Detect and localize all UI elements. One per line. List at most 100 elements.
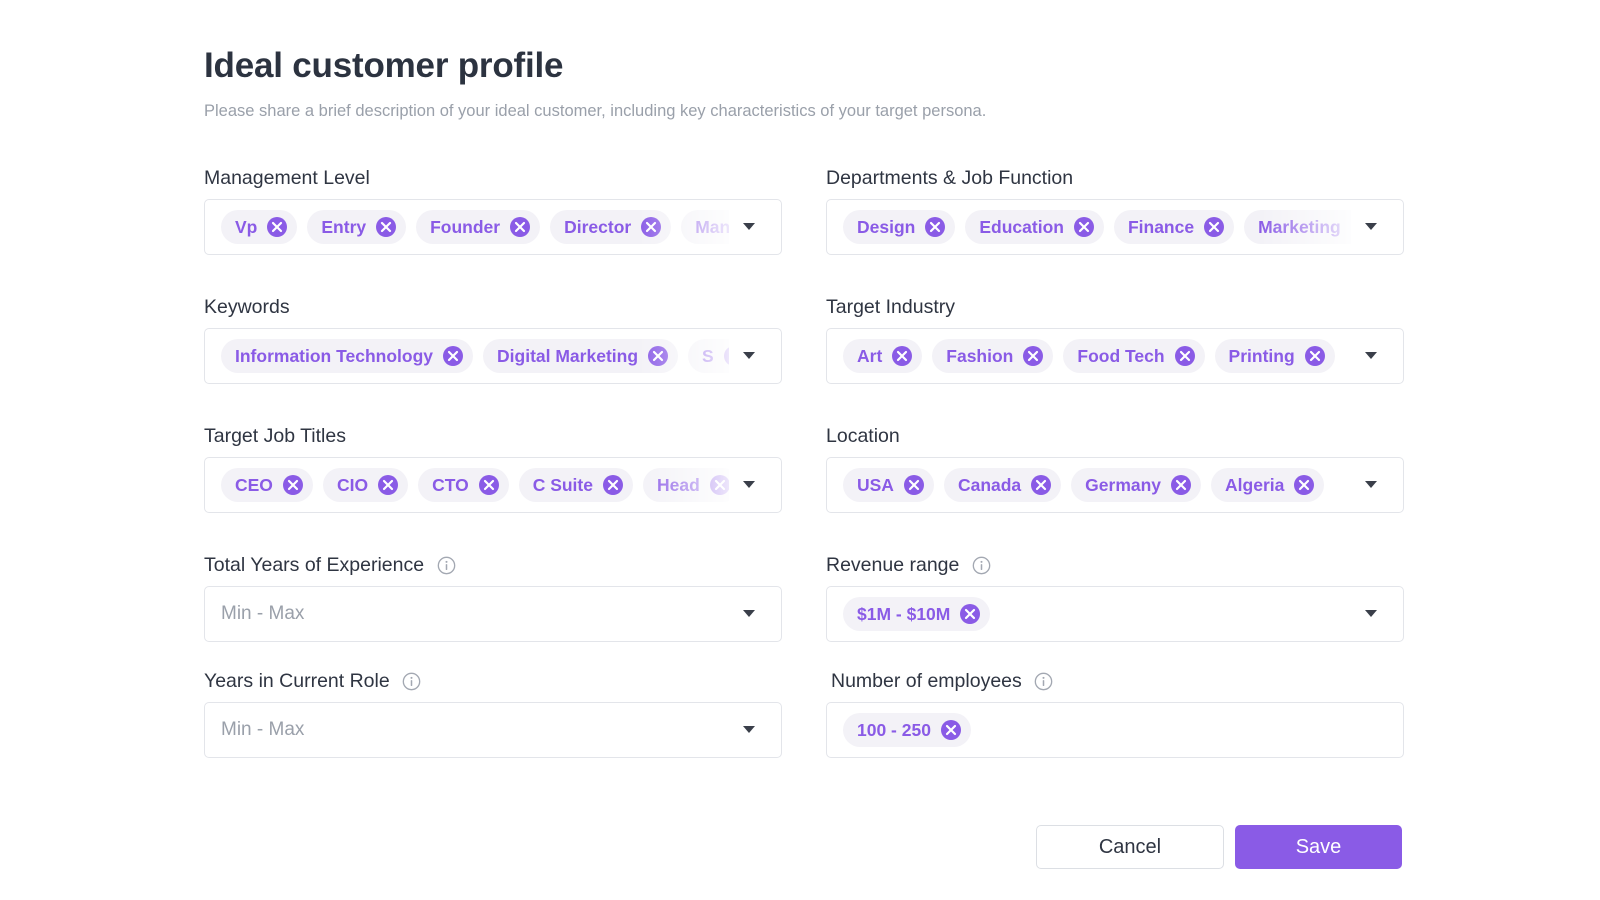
revenue-range-select[interactable]: $1M - $10M: [826, 586, 1404, 642]
target-job-titles-field: Target Job Titles CEO CIO CTO C Suite Head: [204, 423, 782, 513]
close-icon[interactable]: [1170, 474, 1192, 496]
keywords-field: Keywords Information Technology Digital M…: [204, 294, 782, 384]
departments-label: Departments & Job Function: [826, 165, 1404, 191]
close-icon[interactable]: [377, 474, 399, 496]
close-icon[interactable]: [602, 474, 624, 496]
close-icon[interactable]: [375, 216, 397, 238]
total-years-experience-select[interactable]: Min - Max: [204, 586, 782, 642]
departments-chips: Design Education Finance Marketing: [843, 200, 1351, 254]
cancel-button[interactable]: Cancel: [1036, 825, 1224, 869]
chevron-down-icon[interactable]: [1365, 223, 1377, 230]
years-current-role-select[interactable]: Min - Max: [204, 702, 782, 758]
chip-label: Education: [979, 216, 1064, 237]
chip-label: Finance: [1127, 216, 1195, 237]
chevron-down-icon[interactable]: [743, 223, 755, 230]
close-icon[interactable]: [924, 216, 946, 238]
close-icon[interactable]: [1350, 216, 1351, 238]
close-icon[interactable]: [891, 345, 913, 367]
chevron-down-icon[interactable]: [743, 352, 755, 359]
chip: Digital Marketing: [483, 339, 679, 373]
page-subtitle: Please share a brief description of your…: [204, 102, 987, 120]
chip-label: Art: [857, 345, 883, 366]
management-level-select[interactable]: Vp Entry Founder Director Manager: [204, 199, 782, 255]
close-icon[interactable]: [478, 474, 500, 496]
number-of-employees-input[interactable]: 100 - 250: [826, 702, 1404, 758]
chip-label: Vp: [235, 216, 258, 237]
chip: S: [688, 339, 729, 373]
chip-label: Food Tech: [1077, 345, 1165, 366]
chip: Manager: [681, 210, 729, 244]
save-button[interactable]: Save: [1235, 825, 1402, 869]
chip-label: Founder: [430, 216, 501, 237]
close-icon[interactable]: [959, 603, 981, 625]
number-of-employees-field: Number of employees 100 - 250: [826, 668, 1404, 758]
chip-label: Entry: [321, 216, 367, 237]
chevron-down-icon[interactable]: [1365, 352, 1377, 359]
close-icon[interactable]: [903, 474, 925, 496]
years-current-role-placeholder: Min - Max: [221, 719, 305, 740]
departments-label-text: Departments & Job Function: [826, 166, 1074, 189]
chevron-down-icon[interactable]: [1365, 610, 1377, 617]
close-icon[interactable]: [266, 216, 288, 238]
location-select[interactable]: USA Canada Germany Algeria: [826, 457, 1404, 513]
target-job-titles-select[interactable]: CEO CIO CTO C Suite Head: [204, 457, 782, 513]
target-industry-chips: Art Fashion Food Tech Printing: [843, 329, 1351, 383]
chip: Food Tech: [1063, 339, 1205, 373]
close-icon[interactable]: [509, 216, 531, 238]
close-icon[interactable]: [442, 345, 464, 367]
close-icon[interactable]: [1073, 216, 1095, 238]
close-icon[interactable]: [1022, 345, 1044, 367]
chip: C Suite: [518, 468, 633, 502]
chip: 100 - 250: [843, 713, 971, 747]
info-icon[interactable]: [971, 555, 991, 575]
chip: Marketing: [1244, 210, 1351, 244]
chip: Founder: [416, 210, 541, 244]
chip: Canada: [943, 468, 1062, 502]
close-icon[interactable]: [640, 216, 662, 238]
chevron-down-icon[interactable]: [743, 481, 755, 488]
close-icon[interactable]: [1304, 345, 1326, 367]
info-icon[interactable]: [402, 671, 422, 691]
chevron-down-icon[interactable]: [743, 610, 755, 617]
management-level-label-text: Management Level: [204, 166, 370, 189]
chip-label: $1M - $10M: [857, 603, 951, 624]
close-icon[interactable]: [1203, 216, 1225, 238]
chip-label: USA: [857, 474, 894, 495]
chip: Printing: [1214, 339, 1335, 373]
chip: Entry: [307, 210, 407, 244]
chip: Vp: [221, 210, 298, 244]
chip: Art: [843, 339, 923, 373]
target-industry-select[interactable]: Art Fashion Food Tech Printing: [826, 328, 1404, 384]
close-icon[interactable]: [723, 345, 729, 367]
info-icon[interactable]: [436, 555, 456, 575]
management-level-chips: Vp Entry Founder Director Manager: [221, 200, 729, 254]
keywords-select[interactable]: Information Technology Digital Marketing S: [204, 328, 782, 384]
revenue-range-label-text: Revenue range: [826, 553, 960, 576]
chevron-down-icon[interactable]: [1365, 481, 1377, 488]
chip: Director: [550, 210, 672, 244]
management-level-label: Management Level: [204, 165, 782, 191]
chip: Design: [843, 210, 956, 244]
close-icon[interactable]: [647, 345, 669, 367]
chip-label: Design: [857, 216, 916, 237]
chip-label: Printing: [1228, 345, 1295, 366]
chip: CIO: [322, 468, 409, 502]
close-icon[interactable]: [1293, 474, 1315, 496]
keywords-label: Keywords: [204, 294, 782, 320]
chip: CTO: [418, 468, 509, 502]
chevron-down-icon[interactable]: [743, 726, 755, 733]
chip-label: Information Technology: [235, 345, 434, 366]
departments-select[interactable]: Design Education Finance Marketing: [826, 199, 1404, 255]
close-icon[interactable]: [1030, 474, 1052, 496]
chip: Germany: [1071, 468, 1202, 502]
years-current-role-field: Years in Current Role Min - Max: [204, 668, 782, 758]
close-icon[interactable]: [709, 474, 729, 496]
target-industry-label: Target Industry: [826, 294, 1404, 320]
close-icon[interactable]: [1174, 345, 1196, 367]
info-icon[interactable]: [1034, 671, 1054, 691]
close-icon[interactable]: [282, 474, 304, 496]
close-icon[interactable]: [940, 719, 962, 741]
page-title: Ideal customer profile: [204, 46, 564, 85]
chip: Algeria: [1211, 468, 1325, 502]
revenue-range-label: Revenue range: [826, 552, 1404, 578]
